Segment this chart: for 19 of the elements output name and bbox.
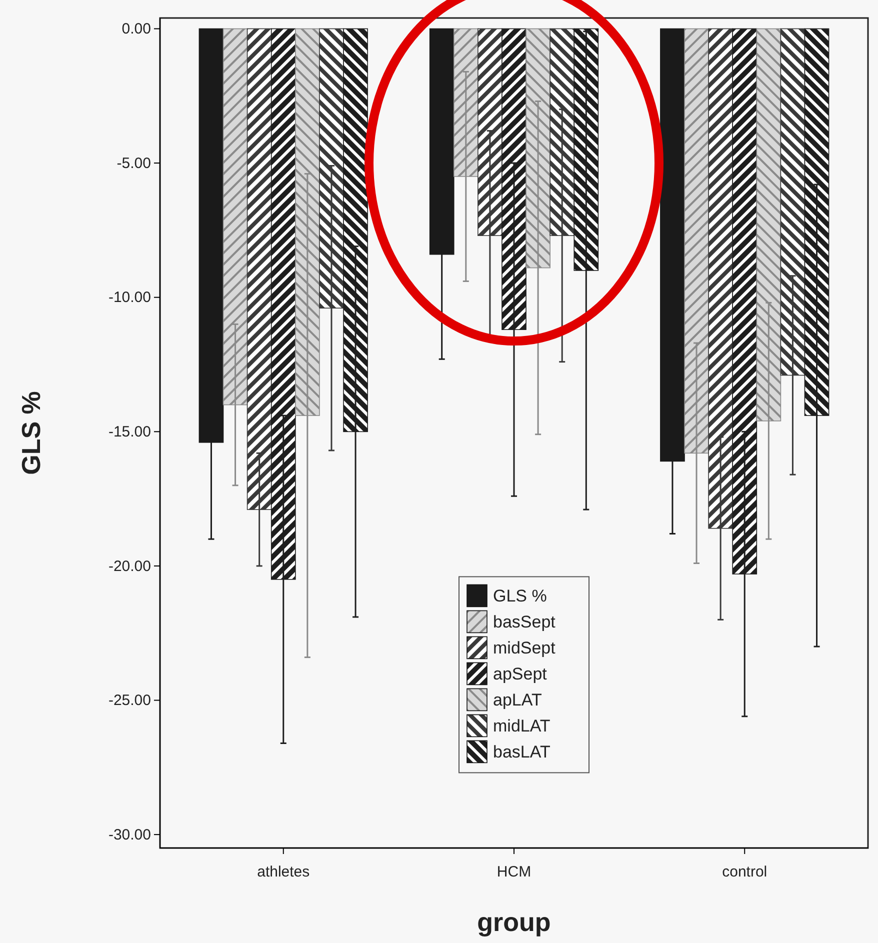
y-tick-label: -15.00 xyxy=(108,423,151,440)
y-tick-label: -5.00 xyxy=(116,154,151,172)
y-tick-label: -10.00 xyxy=(108,289,151,306)
legend-label: basSept xyxy=(493,612,556,632)
legend-label: GLS % xyxy=(493,586,547,606)
y-axis-title: GLS % xyxy=(16,391,46,475)
x-tick-label: athletes xyxy=(257,864,310,880)
x-tick-label: control xyxy=(722,864,768,880)
legend-label: apLAT xyxy=(493,690,542,710)
y-tick-label: -30.00 xyxy=(108,826,151,844)
y-tick-label: 0.00 xyxy=(122,20,151,38)
legend-label: apSept xyxy=(493,664,548,684)
y-tick-label: -20.00 xyxy=(108,558,151,575)
x-axis-title: group xyxy=(477,907,551,937)
legend-label: midSept xyxy=(493,638,556,658)
legend-label: basLAT xyxy=(493,742,550,762)
x-tick-label: HCM xyxy=(496,864,532,880)
y-tick-label: -25.00 xyxy=(108,692,151,710)
legend-label: midLAT xyxy=(493,716,550,736)
